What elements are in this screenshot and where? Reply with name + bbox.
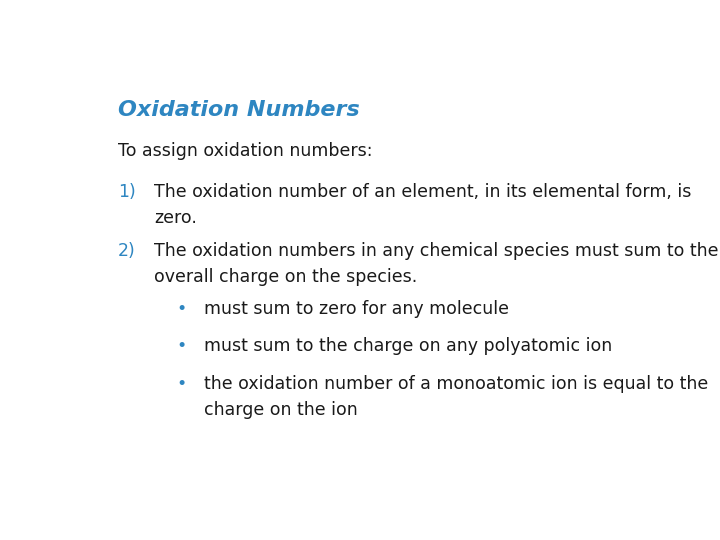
Text: the oxidation number of a monoatomic ion is equal to the: the oxidation number of a monoatomic ion…	[204, 375, 708, 393]
Text: overall charge on the species.: overall charge on the species.	[154, 268, 418, 286]
Text: 1): 1)	[118, 183, 135, 201]
Text: The oxidation numbers in any chemical species must sum to the: The oxidation numbers in any chemical sp…	[154, 241, 719, 260]
Text: •: •	[176, 337, 186, 355]
Text: zero.: zero.	[154, 210, 197, 227]
Text: The oxidation number of an element, in its elemental form, is: The oxidation number of an element, in i…	[154, 183, 691, 201]
Text: To assign oxidation numbers:: To assign oxidation numbers:	[118, 141, 372, 160]
Text: 2): 2)	[118, 241, 135, 260]
Text: Oxidation Numbers: Oxidation Numbers	[118, 100, 360, 120]
Text: •: •	[176, 375, 186, 393]
Text: must sum to zero for any molecule: must sum to zero for any molecule	[204, 300, 509, 318]
Text: must sum to the charge on any polyatomic ion: must sum to the charge on any polyatomic…	[204, 337, 613, 355]
Text: •: •	[176, 300, 186, 318]
Text: charge on the ion: charge on the ion	[204, 401, 358, 418]
